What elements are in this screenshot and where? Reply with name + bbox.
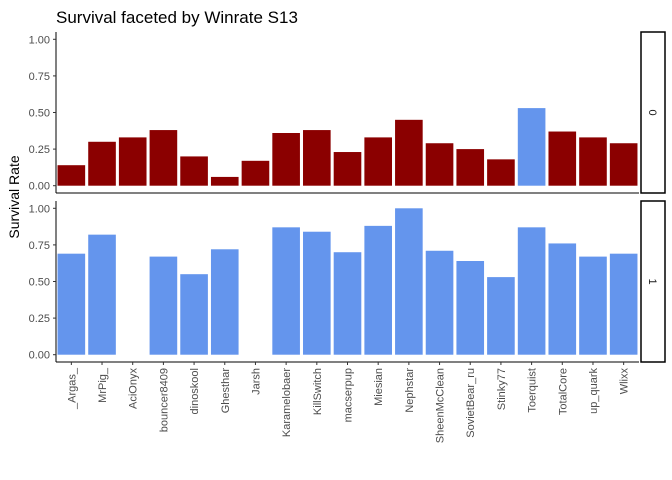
y-tick-label: 0.25 [29, 144, 50, 156]
bar-facet0-Stinky77 [487, 159, 515, 186]
bar-facet0-Miesian [364, 137, 392, 186]
bar-facet1-macserpup [333, 252, 362, 355]
x-tick-label: Toerquist [527, 368, 539, 413]
x-tick-label: _Argas_ [66, 367, 78, 410]
bar-facet1-MrPig_ [88, 234, 116, 355]
x-tick-label: up_quark [588, 368, 600, 414]
chart-title: Survival faceted by Winrate S13 [56, 8, 298, 27]
facet-strip-0 [640, 31, 666, 194]
facet-strip-label: 0 [646, 109, 658, 115]
bar-facet0-up_quark [579, 137, 607, 186]
x-tick-label: MrPig_ [97, 367, 109, 403]
bar-facet1-Toerquist [517, 227, 546, 355]
x-tick-label: Stinky77 [496, 368, 508, 410]
x-tick-label: Miesian [373, 368, 385, 406]
x-tick-label: SovietBear_ru [465, 368, 477, 438]
bar-facet0-MrPig_ [88, 141, 116, 186]
bar-facet0-Ghesthar [210, 176, 239, 186]
y-tick-label: 0.75 [29, 71, 50, 83]
bar-facet0-_Argas_ [57, 165, 86, 186]
y-tick-label: 0.00 [29, 350, 50, 362]
x-tick-label: TotalCore [557, 368, 569, 415]
x-tick-label: macserpup [343, 368, 355, 422]
bar-facet0-Wlixx [609, 143, 638, 186]
bar-facet0-macserpup [333, 152, 362, 186]
bar-facet1-Miesian [364, 225, 392, 355]
bar-facet1-up_quark [579, 256, 607, 355]
x-tick-label: AciOnyx [128, 368, 140, 409]
bar-facet0-Nephstar [395, 119, 423, 186]
x-tick-label: Wlixx [619, 368, 631, 395]
bar-facet1-bouncer8409 [149, 256, 178, 355]
x-tick-label: dinoskool [189, 368, 201, 414]
x-tick-label: KillSwitch [312, 368, 324, 415]
x-tick-label: Karamelobaer [281, 368, 293, 437]
bar-facet1-Wlixx [609, 253, 638, 355]
bar-facet1-SheenMcClean [425, 250, 454, 355]
x-tick-label: bouncer8409 [158, 368, 170, 432]
x-tick-label: SheenMcClean [435, 368, 447, 443]
bar-facet1-Karamelobaer [272, 227, 300, 355]
bar-facet1-Ghesthar [210, 249, 239, 355]
y-tick-label: 0.50 [29, 277, 50, 289]
bar-facet1-TotalCore [548, 243, 577, 355]
x-tick-label: Nephstar [404, 368, 416, 413]
bar-facet0-SovietBear_ru [456, 149, 485, 186]
bar-facet1-_Argas_ [57, 253, 86, 355]
y-tick-label: 0.75 [29, 240, 50, 252]
y-tick-label: 1.00 [29, 203, 50, 215]
facet-strip-1 [640, 200, 666, 363]
y-tick-label: 0.00 [29, 181, 50, 193]
bar-facet1-dinoskool [180, 274, 208, 355]
x-tick-label: Jarsh [250, 368, 262, 395]
bar-facet0-bouncer8409 [149, 130, 178, 186]
bar-facet0-dinoskool [180, 156, 208, 186]
facet-strip-label: 1 [646, 278, 658, 284]
bar-facet0-SheenMcClean [425, 143, 454, 186]
bar-facet1-KillSwitch [303, 231, 331, 355]
y-tick-label: 0.25 [29, 313, 50, 325]
bar-facet0-Karamelobaer [272, 133, 300, 186]
bar-facet0-Jarsh [241, 160, 270, 186]
bar-facet0-AciOnyx [118, 137, 147, 186]
bar-facet1-SovietBear_ru [456, 261, 485, 355]
y-tick-label: 1.00 [29, 34, 50, 46]
y-tick-label: 0.50 [29, 108, 50, 120]
bar-facet1-Nephstar [395, 208, 423, 355]
bar-facet0-Toerquist [517, 108, 546, 186]
bar-facet1-Stinky77 [487, 277, 515, 355]
bar-facet0-TotalCore [548, 131, 577, 186]
bar-facet0-KillSwitch [303, 130, 331, 186]
x-tick-label: Ghesthar [220, 368, 232, 414]
y-axis-label: Survival Rate [6, 155, 22, 238]
